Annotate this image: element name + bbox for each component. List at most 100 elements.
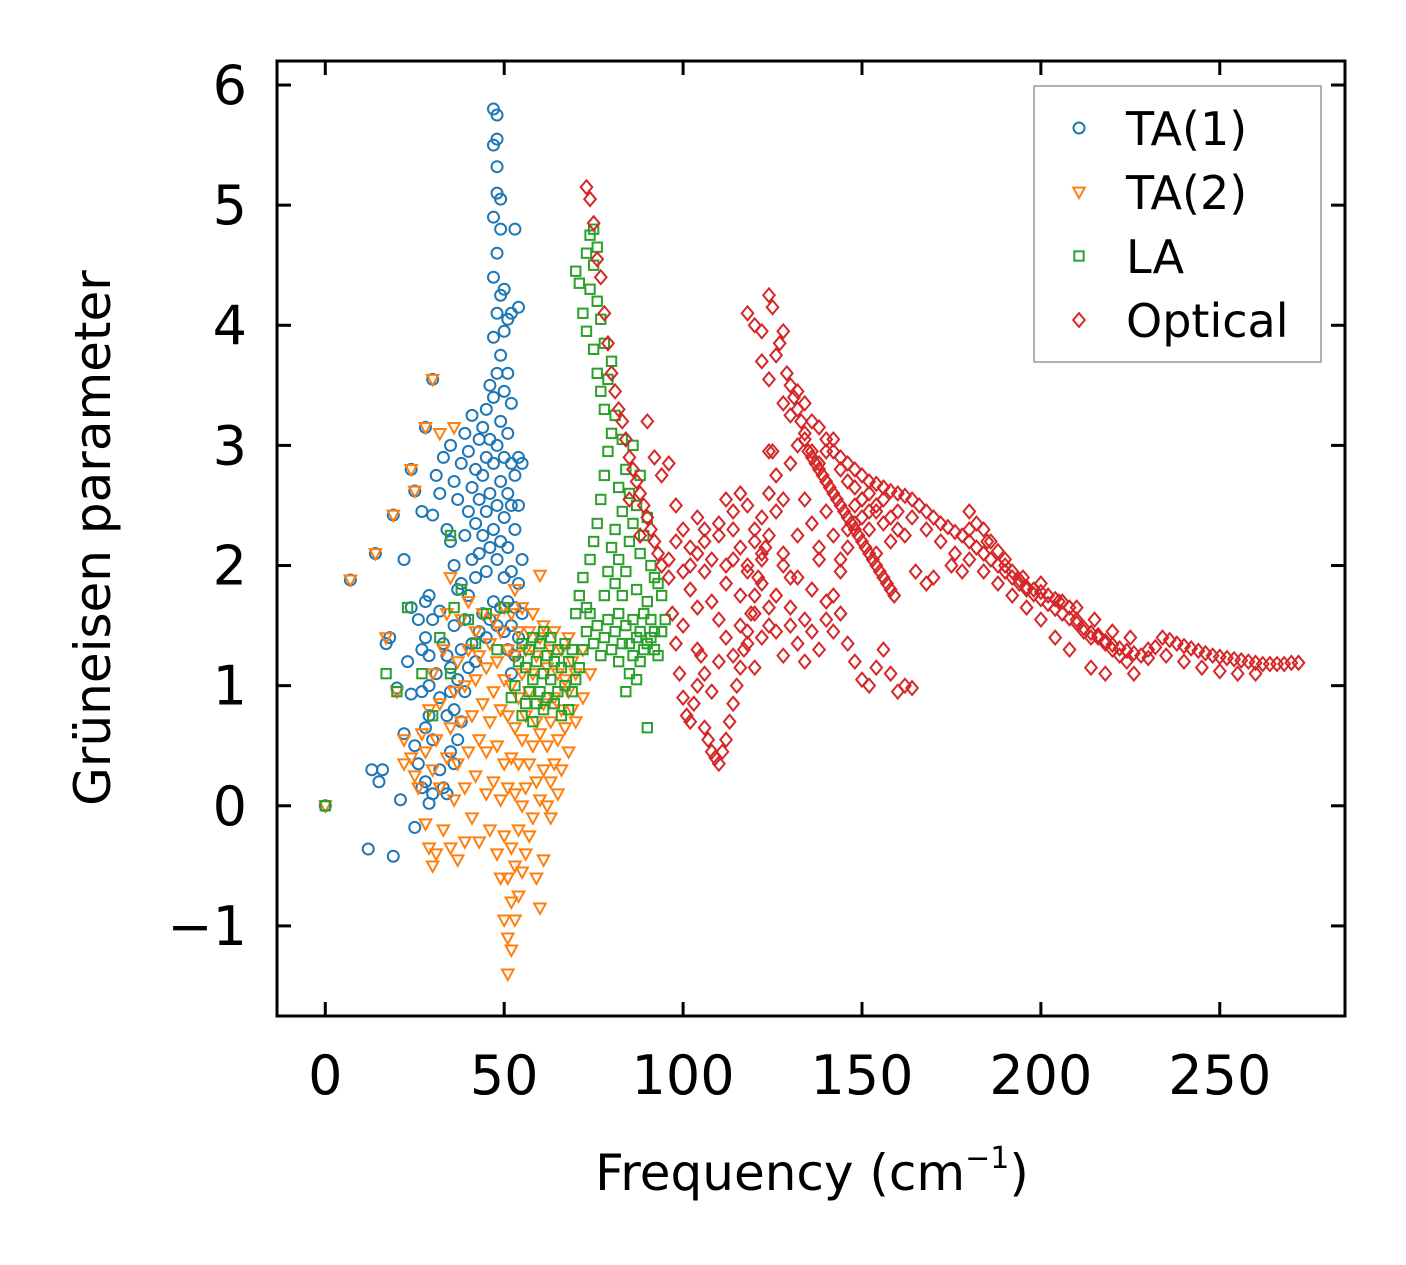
data-point-ta-2 bbox=[507, 584, 523, 598]
legend-label-ta-1: TA(1) bbox=[1125, 102, 1247, 156]
data-point-optical bbox=[962, 533, 977, 550]
data-point-optical bbox=[840, 473, 855, 490]
data-point-ta-2 bbox=[550, 788, 566, 802]
data-point-ta-1 bbox=[469, 571, 483, 585]
legend-marker-ta-1 bbox=[1072, 121, 1086, 135]
data-point-optical bbox=[1126, 644, 1141, 662]
data-point-ta-1 bbox=[497, 450, 511, 464]
data-point-ta-2 bbox=[507, 914, 523, 929]
data-point-ta-2 bbox=[460, 746, 476, 760]
data-point-optical bbox=[1040, 587, 1056, 604]
data-point-optical bbox=[833, 497, 848, 514]
data-point-optical bbox=[876, 569, 891, 586]
data-point-ta-1 bbox=[422, 649, 436, 663]
data-point-optical bbox=[876, 479, 891, 496]
data-point-optical bbox=[701, 731, 716, 749]
data-point-ta-2 bbox=[432, 698, 448, 712]
data-point-la bbox=[434, 631, 446, 644]
data-point-ta-2 bbox=[489, 740, 505, 754]
data-point-la bbox=[595, 493, 607, 506]
data-point-ta-2 bbox=[475, 698, 491, 712]
data-point-ta-2 bbox=[582, 668, 598, 682]
data-point-optical bbox=[1155, 629, 1170, 647]
data-point-la bbox=[448, 601, 460, 614]
data-point-la bbox=[659, 613, 671, 626]
data-point-ta-1 bbox=[454, 577, 468, 591]
data-point-ta-1 bbox=[497, 510, 511, 524]
data-point-la bbox=[491, 643, 503, 656]
data-point-ta-2 bbox=[435, 644, 451, 658]
data-point-ta-1 bbox=[494, 535, 508, 549]
data-point-la bbox=[545, 673, 557, 686]
data-point-optical bbox=[1141, 641, 1156, 659]
data-point-ta-2 bbox=[443, 572, 458, 586]
data-point-optical bbox=[743, 605, 759, 623]
data-point-optical bbox=[801, 442, 816, 460]
data-point-optical bbox=[776, 491, 791, 508]
data-point-optical bbox=[876, 515, 891, 532]
data-point-ta-1 bbox=[393, 793, 407, 807]
data-point-la bbox=[598, 403, 611, 416]
data-point-la bbox=[641, 637, 653, 650]
data-point-ta-1 bbox=[501, 366, 515, 380]
data-point-optical bbox=[650, 545, 666, 562]
data-point-ta-2 bbox=[468, 674, 484, 688]
data-point-la bbox=[648, 625, 661, 638]
data-point-ta-1 bbox=[501, 541, 515, 555]
data-point-ta-2 bbox=[543, 716, 559, 730]
data-point-ta-1 bbox=[490, 498, 504, 512]
data-point-ta-1 bbox=[436, 637, 450, 651]
data-point-ta-1 bbox=[365, 763, 379, 777]
data-point-optical bbox=[829, 491, 845, 508]
data-point-optical bbox=[883, 581, 898, 598]
data-point-ta-1 bbox=[490, 553, 504, 567]
data-point-ta-1 bbox=[512, 498, 526, 512]
data-point-ta-1 bbox=[494, 222, 508, 236]
data-point-optical bbox=[618, 430, 633, 448]
data-point-optical bbox=[826, 623, 841, 641]
data-point-la bbox=[641, 595, 653, 608]
data-point-ta-2 bbox=[471, 734, 487, 748]
data-point-ta-2 bbox=[503, 608, 519, 622]
data-point-optical bbox=[990, 542, 1006, 560]
data-point-ta-1 bbox=[408, 739, 422, 753]
data-point-la bbox=[623, 637, 636, 650]
data-point-la bbox=[620, 685, 632, 698]
data-point-ta-2 bbox=[407, 485, 423, 500]
data-point-optical bbox=[879, 575, 895, 592]
data-point-optical bbox=[811, 454, 827, 472]
data-point-la bbox=[638, 607, 650, 620]
data-point-optical bbox=[804, 442, 819, 460]
data-point-la bbox=[444, 529, 457, 542]
data-point-la bbox=[319, 800, 331, 812]
data-point-optical bbox=[754, 545, 769, 562]
data-point-optical bbox=[854, 671, 870, 689]
data-point-optical bbox=[747, 605, 762, 623]
y-axis-label: Grüneisen parameter bbox=[64, 270, 122, 806]
data-point-optical bbox=[858, 539, 873, 556]
data-point-optical bbox=[697, 563, 712, 580]
data-point-optical bbox=[1230, 665, 1245, 683]
data-point-optical bbox=[1112, 647, 1127, 665]
data-point-ta-1 bbox=[401, 655, 415, 669]
data-point-la bbox=[655, 625, 668, 638]
data-point-la bbox=[552, 643, 564, 656]
data-point-ta-1 bbox=[458, 426, 472, 440]
x-tick-label: 100 bbox=[632, 1044, 735, 1107]
data-point-optical bbox=[826, 430, 841, 448]
data-point-ta-1 bbox=[483, 432, 497, 446]
data-point-la bbox=[620, 463, 632, 476]
data-point-optical bbox=[990, 575, 1006, 592]
data-point-optical bbox=[718, 731, 734, 749]
data-point-la bbox=[616, 433, 628, 446]
data-point-la bbox=[634, 625, 646, 638]
data-point-la bbox=[519, 697, 532, 710]
data-point-optical bbox=[912, 497, 927, 514]
data-point-ta-1 bbox=[415, 504, 429, 518]
data-point-optical bbox=[676, 617, 691, 635]
data-point-ta-1 bbox=[486, 390, 500, 404]
data-point-ta-2 bbox=[532, 569, 548, 584]
data-point-optical bbox=[1062, 641, 1077, 659]
data-point-la bbox=[416, 667, 428, 680]
data-point-la bbox=[630, 583, 643, 596]
